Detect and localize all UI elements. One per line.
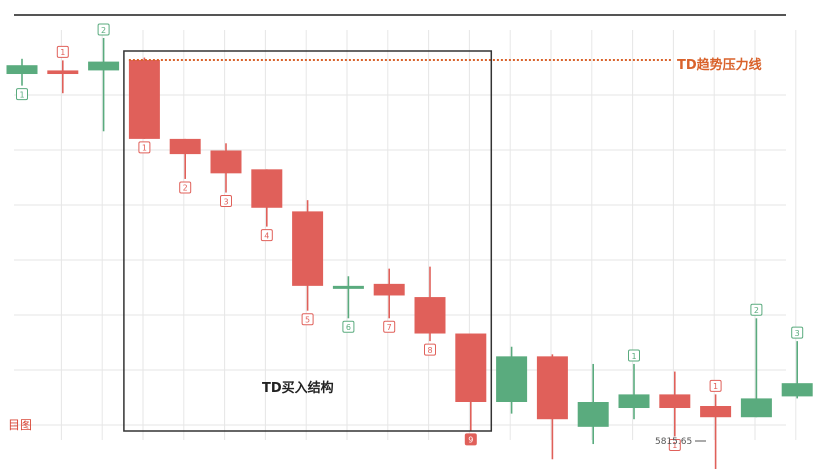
candle-body <box>659 394 691 409</box>
svg-text:1: 1 <box>672 441 677 450</box>
td-count-label: 4 <box>260 229 273 242</box>
candles <box>6 37 813 469</box>
td-count-label: 2 <box>97 23 110 36</box>
td-count-label: 1 <box>709 379 722 392</box>
svg-text:1: 1 <box>142 144 147 153</box>
td-count-label: 2 <box>750 303 763 316</box>
td-count-label: 6 <box>342 320 355 333</box>
td-count-label: 1 <box>56 45 69 58</box>
td-count-label: 8 <box>424 343 436 356</box>
svg-text:1: 1 <box>60 48 65 57</box>
candle-body <box>373 283 405 296</box>
candle-body <box>455 333 487 402</box>
td-count-label: 3 <box>791 326 804 339</box>
td-count-label: 1 <box>16 88 28 101</box>
svg-text:3: 3 <box>223 197 228 206</box>
svg-text:4: 4 <box>264 231 269 240</box>
td-count-label: 1 <box>628 349 640 362</box>
candle-body <box>740 398 772 418</box>
svg-text:5: 5 <box>305 315 310 324</box>
candle-body <box>332 285 364 289</box>
svg-text:1: 1 <box>19 90 24 99</box>
svg-text:3: 3 <box>795 329 800 338</box>
td-count-label: 1 <box>138 141 151 154</box>
candle-body <box>169 138 201 155</box>
candle-body <box>536 356 568 420</box>
svg-text:7: 7 <box>387 323 392 332</box>
resistance-label: TD趋势压力线 <box>677 57 762 73</box>
candle-body <box>47 70 79 75</box>
candle-body <box>618 394 650 409</box>
td-count-label: 7 <box>383 320 396 333</box>
td-count-label: 5 <box>301 313 314 326</box>
td-count-labels: 1 1 2 1 2 3 4 5 6 7 8 9 1 1 1 2 3 <box>16 23 804 451</box>
candle-body <box>292 211 324 286</box>
svg-text:9: 9 <box>468 436 473 445</box>
candle-body <box>700 406 732 418</box>
svg-text:1: 1 <box>713 382 718 391</box>
td-buy-structure-box <box>123 50 493 432</box>
svg-text:6: 6 <box>346 323 351 332</box>
td-count-label: 2 <box>179 181 192 194</box>
candle-body <box>577 402 609 427</box>
candle-body <box>414 297 446 334</box>
annotations <box>123 50 672 432</box>
candle-body <box>496 356 528 402</box>
svg-text:1: 1 <box>631 352 636 361</box>
svg-text:2: 2 <box>754 306 759 315</box>
candle-body <box>781 383 813 397</box>
svg-text:2: 2 <box>183 184 188 193</box>
box-label: TD买入结构 <box>262 380 334 396</box>
td-count-label: 1 <box>668 438 681 451</box>
svg-text:2: 2 <box>101 26 106 35</box>
svg-text:8: 8 <box>427 346 432 355</box>
low-price-label: 5815.65 <box>655 437 692 447</box>
td-count-label: 9 <box>464 433 477 446</box>
candle-body <box>251 169 283 208</box>
candle-body <box>6 65 38 75</box>
candle-body <box>128 60 160 139</box>
candle-body <box>210 150 242 174</box>
partial-left-label: 目图 <box>8 418 32 432</box>
td-count-label: 3 <box>220 195 232 208</box>
candle-body <box>88 61 120 71</box>
